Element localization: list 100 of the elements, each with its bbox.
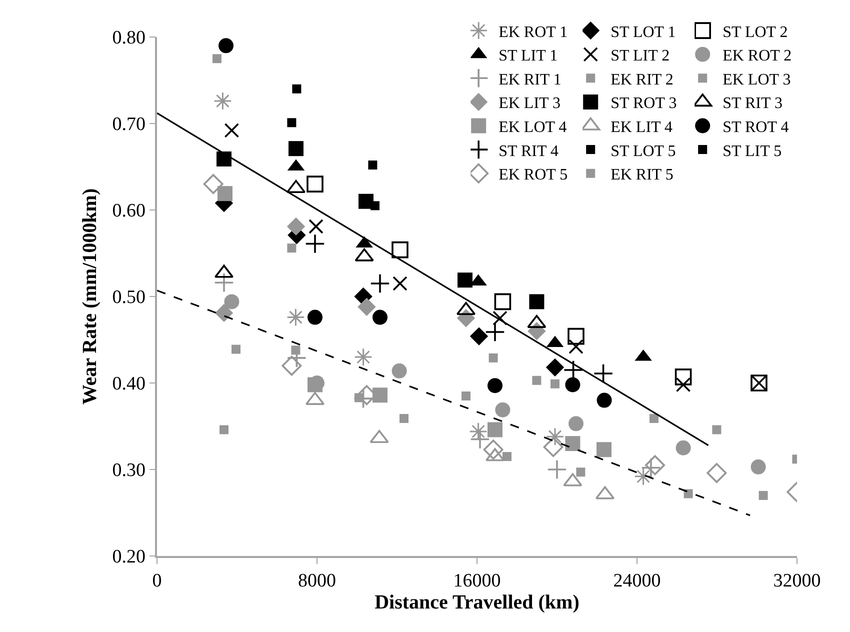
point bbox=[650, 414, 658, 423]
point bbox=[372, 388, 388, 403]
legend-label: EK RIT 5 bbox=[610, 166, 674, 184]
point bbox=[546, 358, 564, 377]
legend-label: ST LIT 1 bbox=[498, 48, 558, 65]
legend-label: EK RIT 2 bbox=[610, 71, 674, 88]
point bbox=[488, 378, 502, 394]
point bbox=[565, 436, 580, 452]
legend-label: ST LOT 5 bbox=[610, 142, 676, 160]
point bbox=[576, 468, 586, 477]
x-axis-title: Distance Travelled (km) bbox=[374, 592, 580, 614]
point bbox=[543, 437, 564, 458]
legend-label: ST LIT 5 bbox=[722, 142, 782, 160]
point bbox=[370, 274, 390, 294]
point bbox=[645, 455, 665, 476]
point bbox=[488, 422, 502, 438]
legend-label: ST RIT 3 bbox=[722, 95, 782, 112]
point bbox=[358, 298, 376, 316]
point bbox=[282, 356, 302, 376]
point bbox=[485, 322, 505, 342]
point bbox=[470, 327, 488, 346]
point bbox=[596, 392, 612, 408]
point bbox=[758, 490, 768, 500]
x-tick-label: 32000 bbox=[773, 570, 821, 592]
point bbox=[291, 346, 300, 355]
point bbox=[634, 467, 652, 486]
y-tick-label: 0.50 bbox=[112, 287, 146, 308]
point bbox=[354, 348, 372, 366]
y-tick-label: 0.80 bbox=[112, 28, 146, 49]
legend-label: ST ROT 4 bbox=[722, 118, 789, 136]
point bbox=[214, 272, 234, 293]
point bbox=[458, 272, 472, 288]
point bbox=[218, 186, 232, 202]
point bbox=[676, 377, 691, 392]
point bbox=[488, 353, 498, 362]
legend-label: EK ROT 2 bbox=[722, 48, 792, 65]
point bbox=[308, 219, 324, 234]
point bbox=[305, 234, 325, 254]
y-tick-label: 0.70 bbox=[112, 114, 146, 136]
point bbox=[216, 151, 232, 166]
point bbox=[676, 440, 691, 456]
y-tick-label: 0.30 bbox=[112, 460, 146, 482]
legend-label: EK LIT 3 bbox=[498, 95, 561, 112]
point bbox=[568, 416, 584, 432]
point bbox=[218, 38, 234, 54]
legend-label: EK LOT 4 bbox=[498, 118, 567, 136]
legend-label: EK RIT 1 bbox=[498, 71, 562, 88]
point bbox=[462, 391, 470, 400]
point bbox=[674, 368, 692, 386]
legend-label: ST LOT 2 bbox=[722, 24, 788, 41]
point bbox=[308, 310, 322, 325]
legend-label: ST LOT 1 bbox=[610, 24, 676, 41]
point bbox=[596, 442, 612, 458]
x-tick-label: 16000 bbox=[453, 570, 501, 592]
y-axis-title: Wear Rate (mm/1000km) bbox=[79, 188, 102, 405]
point bbox=[565, 377, 580, 392]
point bbox=[232, 344, 240, 354]
point bbox=[712, 425, 722, 434]
point bbox=[288, 141, 304, 156]
point bbox=[550, 379, 560, 388]
point bbox=[392, 363, 407, 378]
point bbox=[287, 244, 296, 253]
point bbox=[368, 160, 378, 170]
legend-label: EK ROT 5 bbox=[498, 166, 568, 184]
point bbox=[684, 489, 693, 498]
point bbox=[287, 118, 296, 128]
point bbox=[370, 201, 380, 210]
point bbox=[214, 304, 234, 322]
point bbox=[706, 462, 727, 483]
point bbox=[529, 294, 544, 310]
legend-label: ST ROT 3 bbox=[610, 95, 677, 112]
point bbox=[286, 308, 305, 326]
point bbox=[286, 217, 306, 236]
point bbox=[502, 452, 512, 462]
point bbox=[392, 241, 408, 258]
point bbox=[568, 328, 584, 345]
legend-label: EK LOT 3 bbox=[722, 71, 791, 88]
y-tick-label: 0.20 bbox=[112, 546, 146, 568]
point bbox=[494, 293, 512, 310]
y-tick-label: 0.40 bbox=[112, 374, 146, 395]
point bbox=[214, 92, 232, 110]
point bbox=[203, 174, 224, 194]
legend-label: EK LIT 4 bbox=[610, 118, 673, 136]
legend-label: EK ROT 1 bbox=[498, 24, 568, 41]
point bbox=[492, 310, 508, 326]
point bbox=[224, 294, 240, 310]
point bbox=[546, 427, 564, 446]
point bbox=[532, 376, 542, 385]
point bbox=[392, 276, 408, 291]
legend-label: ST LIT 2 bbox=[610, 48, 670, 65]
point bbox=[483, 440, 504, 460]
point bbox=[292, 84, 302, 94]
x-tick-label: 0 bbox=[152, 570, 162, 592]
point bbox=[220, 425, 228, 434]
point bbox=[495, 402, 510, 418]
point bbox=[568, 339, 584, 354]
legend-label: ST RIT 4 bbox=[498, 142, 558, 160]
y-tick-label: 0.60 bbox=[112, 200, 146, 222]
point bbox=[750, 459, 766, 474]
point bbox=[224, 123, 240, 138]
